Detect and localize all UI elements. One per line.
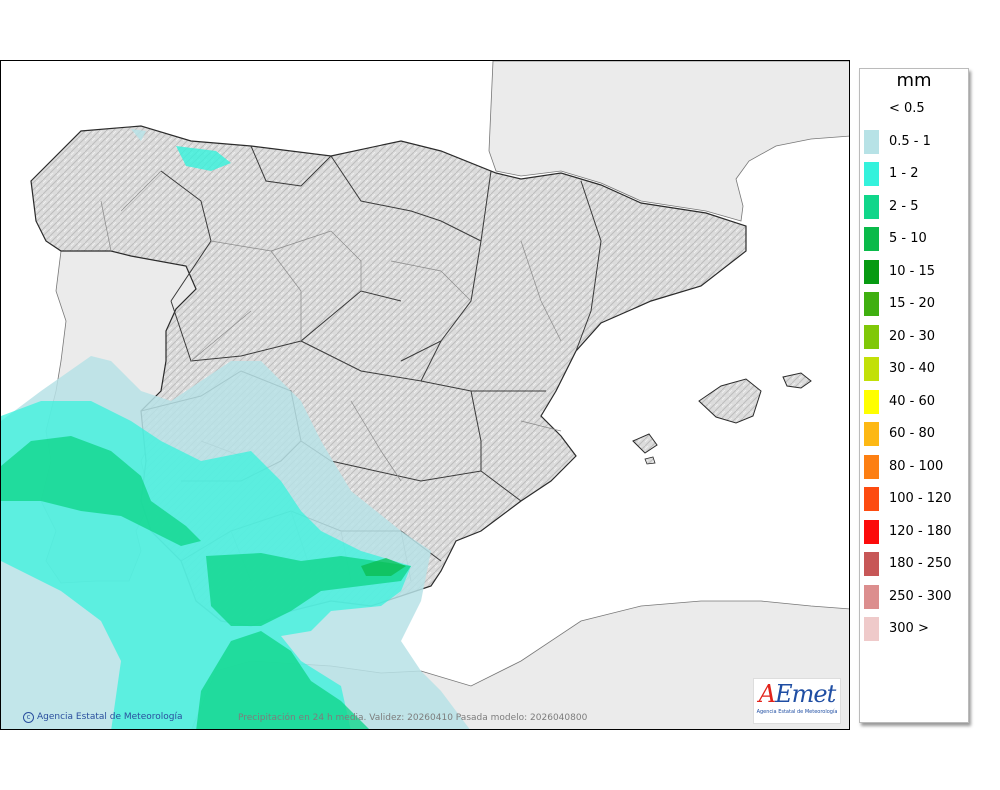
legend-swatch bbox=[864, 194, 879, 219]
legend-label: 10 - 15 bbox=[889, 263, 936, 279]
map-subtitle: Precipitación en 24 h media. Validez: 20… bbox=[238, 713, 588, 723]
legend-label: 0.5 - 1 bbox=[889, 133, 931, 149]
legend-label: 250 - 300 bbox=[889, 588, 952, 604]
logo-mark: AEmet bbox=[758, 680, 836, 708]
mallorca bbox=[698, 378, 762, 424]
legend-swatch bbox=[864, 584, 879, 609]
legend-label: 60 - 80 bbox=[889, 426, 936, 441]
precip-2-5 bbox=[1, 436, 201, 546]
legend-label: 1 - 2 bbox=[889, 166, 919, 181]
legend-label: 15 - 20 bbox=[889, 296, 936, 311]
legend-label: < 0.5 bbox=[889, 101, 925, 116]
menorca bbox=[782, 372, 812, 389]
legend-label: 80 - 100 bbox=[889, 458, 944, 474]
precip-light-north bbox=[131, 129, 146, 141]
legend-swatch bbox=[864, 324, 879, 349]
logo-org: Agencia Estatal de Meteorología bbox=[756, 709, 838, 715]
legend-label: 30 - 40 bbox=[889, 361, 936, 376]
legend-swatch bbox=[864, 422, 879, 446]
legend-label: 180 - 250 bbox=[889, 556, 952, 571]
legend-swatch bbox=[864, 389, 879, 414]
legend-swatch bbox=[864, 487, 879, 511]
legend-label: 100 - 120 bbox=[889, 491, 952, 506]
formentera bbox=[644, 456, 656, 465]
aemet-logo: AEmet Agencia Estatal de Meteorología bbox=[753, 678, 841, 724]
credit-text: Agencia Estatal de Meteorología bbox=[37, 712, 183, 722]
legend-swatch bbox=[864, 259, 879, 284]
legend-swatch bbox=[864, 454, 879, 479]
precip-north-cantabria bbox=[176, 146, 231, 171]
legend-label: 5 - 10 bbox=[889, 231, 927, 246]
legend-swatch bbox=[864, 292, 879, 316]
legend-label: 2 - 5 bbox=[889, 198, 919, 214]
legend-label: 20 - 30 bbox=[889, 328, 936, 344]
legend-swatch bbox=[864, 357, 879, 381]
legend-unit: mm bbox=[896, 70, 932, 91]
map-canvas bbox=[1, 61, 849, 729]
legend-label: 40 - 60 bbox=[889, 393, 936, 409]
ibiza bbox=[632, 433, 658, 454]
france-landmass bbox=[488, 61, 849, 222]
precipitation-map[interactable]: c Agencia Estatal de Meteorología Precipi… bbox=[0, 60, 850, 730]
precip-2-5-south bbox=[196, 631, 369, 729]
legend-label: 120 - 180 bbox=[889, 523, 952, 539]
legend-swatch bbox=[864, 519, 879, 544]
legend-swatch bbox=[864, 97, 879, 121]
copyright-credit: c Agencia Estatal de Meteorología bbox=[23, 712, 183, 723]
legend-swatch bbox=[864, 129, 879, 154]
precip-5-10 bbox=[361, 558, 406, 576]
precipitation-legend: mm < 0.5 0.5 - 1 1 - 2 2 - 5 5 - 10 10 - 15 15… bbox=[859, 68, 969, 723]
legend-swatch bbox=[864, 227, 879, 251]
copyright-icon: c bbox=[23, 712, 34, 723]
legend-label: 300 > bbox=[889, 621, 929, 636]
legend-swatch bbox=[864, 552, 879, 576]
legend-swatch bbox=[864, 162, 879, 186]
precipitation-overlay bbox=[1, 129, 470, 729]
precip-2-5-andalusia bbox=[206, 553, 411, 626]
legend-swatch bbox=[864, 617, 879, 641]
